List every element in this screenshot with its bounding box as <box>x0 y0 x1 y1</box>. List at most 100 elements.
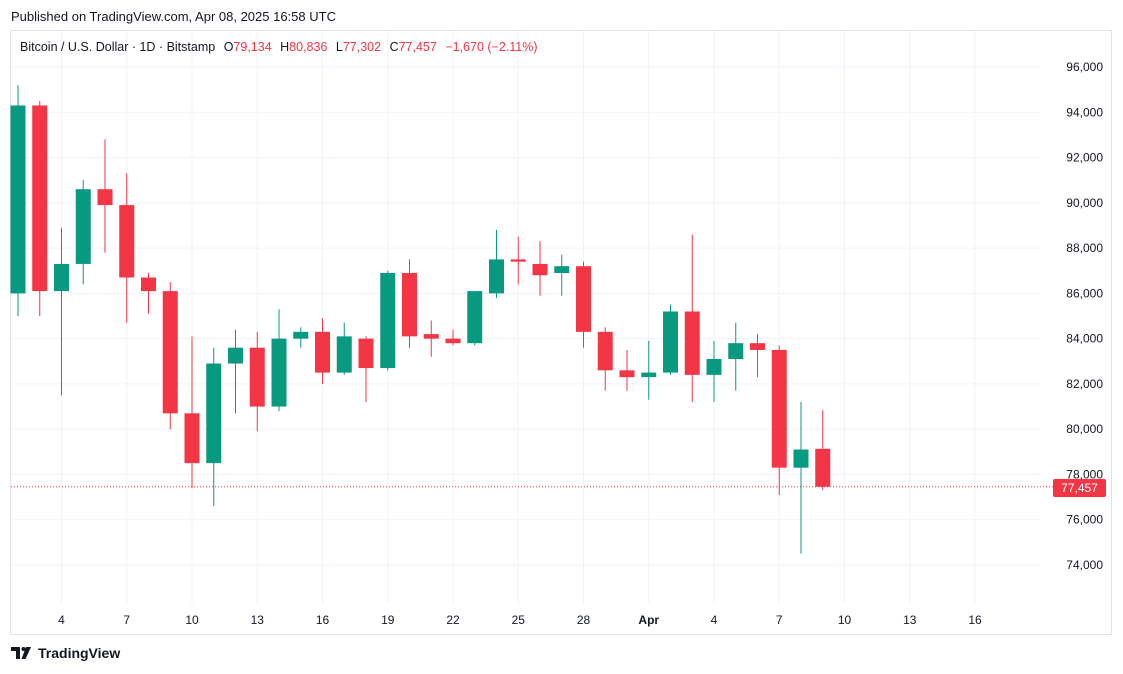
x-tick-label: 16 <box>316 613 330 627</box>
low-label: L <box>335 40 343 54</box>
candle <box>32 100 48 316</box>
candle <box>184 336 200 489</box>
candle-body <box>358 338 374 369</box>
candles <box>10 85 831 554</box>
y-tick-label: 96,000 <box>1066 60 1103 74</box>
candle <box>793 402 809 554</box>
candle-body <box>554 266 570 273</box>
x-tick-label: 13 <box>251 613 265 627</box>
candle <box>162 282 178 430</box>
x-tick-label: Apr <box>638 613 659 627</box>
open-label: O <box>223 40 234 54</box>
candle-body <box>206 363 222 464</box>
last-price-tag: 77,457 <box>1053 479 1106 497</box>
candle <box>815 410 831 491</box>
x-tick-label: 13 <box>903 613 917 627</box>
candle-body <box>445 338 461 344</box>
candle <box>619 349 635 391</box>
x-tick-label: 25 <box>512 613 526 627</box>
candle <box>249 331 265 432</box>
y-tick-label: 80,000 <box>1066 422 1103 436</box>
y-tick-label: 88,000 <box>1066 241 1103 255</box>
y-tick-label: 74,000 <box>1066 558 1103 572</box>
candle-body <box>750 343 765 350</box>
candle-body <box>162 291 178 414</box>
symbol-description[interactable]: Bitcoin / U.S. Dollar · 1D · Bitstamp <box>20 40 216 54</box>
candle <box>271 309 287 412</box>
y-tick-label: 82,000 <box>1066 377 1103 391</box>
candle-body <box>141 277 156 292</box>
candle-body <box>402 272 417 337</box>
published-caption: Published on TradingView.com, Apr 08, 20… <box>11 9 336 24</box>
candle-body <box>532 263 548 276</box>
candle-body <box>684 311 700 375</box>
price-axis[interactable]: 74,000 76,000 78,000 80,000 82,000 84,000 86,0… <box>1066 60 1103 572</box>
candle-body <box>249 347 265 407</box>
candle-body <box>467 291 483 344</box>
candle-body <box>271 338 287 407</box>
grid-lines <box>11 31 1040 605</box>
tradingview-logo-icon <box>11 647 31 659</box>
candle-body <box>10 105 26 294</box>
candle-body <box>663 311 678 373</box>
candle-body <box>815 448 831 487</box>
x-tick-label: 7 <box>776 613 783 627</box>
candle <box>97 139 113 253</box>
time-axis[interactable]: 4 7 10 13 16 19 22 25 28 Apr 4 7 10 13 16 <box>58 613 982 627</box>
ohlc-legend: Bitcoin / U.S. Dollar · 1D · Bitstamp O 7… <box>20 40 538 54</box>
candle <box>54 227 69 396</box>
candle <box>10 85 26 316</box>
candle-body <box>423 334 439 339</box>
candle <box>750 334 765 378</box>
candle-body <box>54 263 69 292</box>
candle <box>641 340 657 400</box>
candle-body <box>293 331 309 339</box>
high-label: H <box>280 40 290 54</box>
candle-body <box>380 272 396 369</box>
y-tick-label: 90,000 <box>1066 196 1103 210</box>
candle-body <box>315 331 330 373</box>
candle <box>706 340 722 403</box>
y-tick-label: 78,000 <box>1066 467 1103 481</box>
x-tick-label: 4 <box>711 613 718 627</box>
change-value: −1,670 (−2.11%) <box>445 40 538 54</box>
x-tick-label: 10 <box>185 613 199 627</box>
tradingview-logo[interactable]: TradingView <box>11 645 120 661</box>
x-tick-label: 28 <box>577 613 591 627</box>
x-tick-label: 7 <box>123 613 130 627</box>
candle-body <box>97 189 113 206</box>
y-tick-label: 86,000 <box>1066 286 1103 300</box>
x-tick-label: 19 <box>381 613 395 627</box>
candle <box>510 236 526 285</box>
candle <box>75 180 91 285</box>
y-tick-label: 76,000 <box>1066 513 1103 527</box>
candle-body <box>771 349 787 468</box>
candle-body <box>619 370 635 378</box>
high-value: 80,836 <box>289 40 328 54</box>
candle-body <box>184 413 200 464</box>
candle <box>532 241 548 296</box>
candle <box>576 261 591 348</box>
candle <box>489 229 504 298</box>
tradingview-wordmark: TradingView <box>38 645 121 661</box>
candle <box>336 322 352 375</box>
candle <box>771 345 787 495</box>
chart-frame <box>10 30 1112 635</box>
candle-body <box>336 336 352 373</box>
y-tick-label: 84,000 <box>1066 332 1103 346</box>
candle <box>358 336 374 403</box>
candle-body <box>728 343 744 360</box>
candle <box>119 173 135 323</box>
candle-body <box>597 331 613 371</box>
candle <box>554 254 570 296</box>
candle <box>315 318 330 384</box>
x-tick-label: 22 <box>446 613 460 627</box>
candle-body <box>793 449 809 468</box>
candle-body <box>32 105 48 292</box>
candle-body <box>641 372 657 378</box>
candle <box>228 329 243 414</box>
candle <box>445 329 461 346</box>
candle-body <box>510 259 526 262</box>
low-value: 77,302 <box>342 40 382 54</box>
